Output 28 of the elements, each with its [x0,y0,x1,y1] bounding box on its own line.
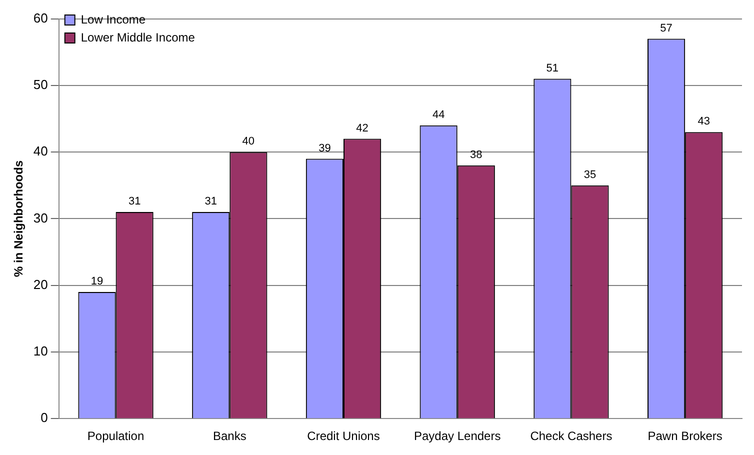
data-label: 19 [90,276,104,288]
x-tick-label: Credit Unions [307,429,380,444]
y-tick-label: 50 [33,77,48,92]
x-tick-label: Check Cashers [530,429,612,444]
x-tick-label: Population [87,429,144,444]
y-tick-label: 60 [33,10,48,26]
x-tick-label: Banks [212,429,246,444]
data-label: 42 [356,122,368,134]
y-axis-title: % in Neighborhoods [12,160,26,278]
data-label: 31 [204,196,217,208]
data-label: 44 [432,108,445,121]
y-tick-label: 30 [33,210,48,226]
data-label: 31 [128,196,141,208]
y-tick-label: 40 [33,144,48,159]
legend-label: Lower Middle Income [80,30,196,44]
data-label: 39 [318,142,331,154]
data-label: 51 [546,62,559,74]
x-tick-label: Payday Lenders [414,429,501,444]
y-tick-label: 0 [40,410,48,426]
data-label: 43 [698,116,710,128]
data-label: 35 [584,168,596,181]
legend-label: Low Income [80,12,146,26]
data-label: 38 [470,148,482,161]
x-tick-label: Pawn Brokers [648,429,722,444]
data-label: 57 [660,22,672,34]
y-tick-label: 20 [33,276,48,292]
data-label: 40 [242,136,255,148]
y-tick-label: 10 [33,344,48,359]
